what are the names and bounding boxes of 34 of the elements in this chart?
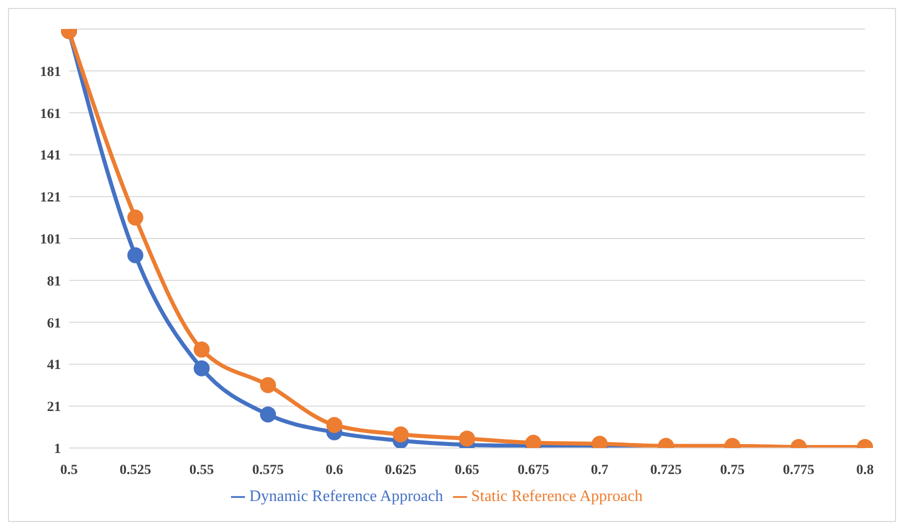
legend-label: Static Reference Approach bbox=[471, 488, 643, 505]
y-tick-label: 141 bbox=[40, 148, 61, 164]
x-tick-label: 0.55 bbox=[189, 462, 214, 478]
y-tick-label: 181 bbox=[40, 64, 61, 80]
x-tick-label: 0.625 bbox=[384, 462, 416, 478]
x-tick-label: 0.775 bbox=[782, 462, 814, 478]
x-tick-label: 0.525 bbox=[120, 462, 152, 478]
point bbox=[194, 342, 210, 358]
x-tick-label: 0.7 bbox=[590, 462, 608, 478]
point bbox=[260, 406, 276, 422]
y-tick-label: 121 bbox=[40, 190, 61, 206]
x-tick-label: 0.8 bbox=[856, 462, 874, 478]
x-tick-label: 0.725 bbox=[650, 462, 682, 478]
y-tick-label: 61 bbox=[47, 316, 61, 332]
y-tick-label: 161 bbox=[40, 106, 61, 122]
point bbox=[194, 360, 210, 376]
point bbox=[392, 426, 409, 442]
x-tick-label: 0.5 bbox=[60, 462, 78, 478]
x-tick-label: 0.575 bbox=[252, 462, 284, 478]
point bbox=[127, 247, 144, 264]
point bbox=[459, 430, 475, 447]
x-tick-label: 0.65 bbox=[454, 462, 480, 478]
point bbox=[260, 377, 276, 394]
y-tick-label: 81 bbox=[47, 274, 61, 290]
legend-label: Dynamic Reference Approach bbox=[249, 488, 444, 505]
y-tick-label: 21 bbox=[47, 400, 61, 416]
x-tick-label: 0.75 bbox=[720, 462, 745, 478]
point bbox=[127, 210, 144, 226]
y-tick-label: 1 bbox=[54, 442, 61, 457]
point bbox=[326, 416, 342, 433]
y-tick-label: 41 bbox=[47, 358, 61, 374]
y-tick-label: 101 bbox=[40, 232, 61, 248]
x-tick-label: 0.6 bbox=[326, 462, 344, 478]
x-tick-label: 0.675 bbox=[518, 462, 550, 478]
